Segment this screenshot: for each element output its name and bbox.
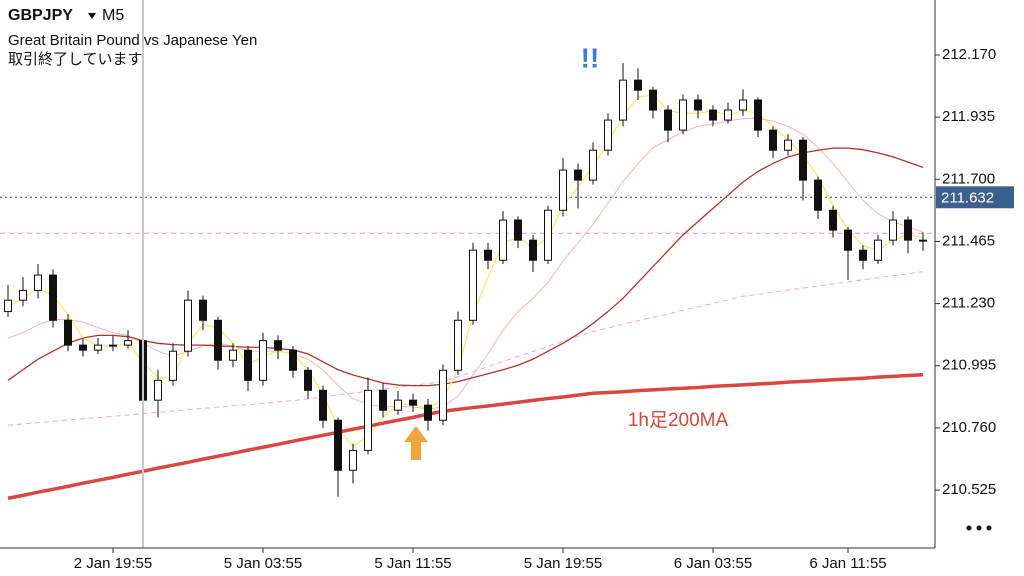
arrow-icon (404, 426, 428, 460)
ma-line (7, 147, 924, 387)
candle-body (409, 399, 417, 406)
price-tag-label: 211.632 (941, 189, 994, 206)
candle-body (619, 79, 627, 121)
candle-body (814, 179, 822, 211)
candle-body (439, 369, 447, 421)
candle-body (109, 344, 117, 347)
candle-body (154, 379, 162, 401)
candle-body (529, 239, 537, 261)
candle-body (229, 349, 237, 361)
candle-body (754, 99, 762, 131)
y-tick-label: 212.170 (942, 46, 996, 63)
x-tick-label: 5 Jan 03:55 (224, 555, 302, 572)
subtitle: Great Britain Pound vs Japanese Yen (8, 32, 257, 49)
candle-body (394, 399, 402, 411)
more-icon[interactable] (966, 525, 992, 531)
candle-body (544, 209, 552, 261)
candle-body (184, 299, 192, 352)
candle-body (889, 219, 897, 241)
candle-body (829, 209, 837, 231)
ma-line (7, 117, 924, 410)
y-tick-label: 210.760 (942, 419, 996, 436)
candle-body (4, 299, 12, 313)
candle-body (484, 249, 492, 261)
candle-body (769, 129, 777, 151)
candle-body (589, 149, 597, 181)
candle-body (664, 109, 672, 131)
y-tick-label: 211.700 (942, 170, 995, 187)
candle-body (469, 249, 477, 321)
candle-body (799, 139, 807, 181)
candle-body (244, 349, 252, 381)
symbol[interactable]: GBPJPY (8, 7, 73, 24)
candle-body (214, 319, 222, 361)
candle-body (94, 344, 102, 351)
status: 取引終了しています (8, 51, 143, 68)
candle-body (859, 249, 867, 261)
candle-body (334, 419, 342, 471)
candle-body (19, 289, 27, 301)
x-tick-label: 5 Jan 11:55 (374, 555, 451, 572)
ma-label: 1h足200MA (628, 410, 729, 431)
x-tick-label: 5 Jan 19:55 (524, 555, 602, 572)
candle-body (259, 340, 267, 381)
dot (966, 525, 972, 531)
candle-body (649, 89, 657, 111)
candle-body (304, 369, 312, 391)
y-tick-label: 211.230 (942, 295, 995, 312)
candle-body (694, 99, 702, 111)
candle-body (364, 389, 372, 451)
x-tick-label: 6 Jan 03:55 (674, 555, 752, 572)
candle-body (724, 109, 732, 121)
candle-body (169, 350, 177, 381)
candle-body (739, 99, 747, 111)
ma-line (7, 271, 924, 426)
x-tick-label: 6 Jan 11:55 (809, 555, 886, 572)
y-tick-label: 211.465 (942, 232, 995, 249)
candle-body (874, 239, 882, 261)
candle-body (514, 219, 522, 241)
candle-body (559, 169, 567, 211)
candle-body (49, 274, 57, 321)
annotation: !! (581, 42, 600, 73)
candle-body (844, 229, 852, 251)
candle-body (679, 99, 687, 131)
candle-body (604, 119, 612, 151)
y-tick-label: 211.935 (942, 108, 995, 125)
x-tick-label: 2 Jan 19:55 (74, 555, 152, 572)
candle-body (424, 404, 432, 421)
candle-body (454, 319, 462, 371)
price-tag (936, 186, 1014, 209)
candle-body (289, 349, 297, 371)
candle-body (574, 169, 582, 181)
candle-body (349, 449, 357, 471)
candle-body (499, 219, 507, 261)
candle-body (199, 299, 207, 321)
candle-body (124, 340, 132, 346)
candle-body (904, 219, 912, 241)
candle-body (79, 344, 87, 351)
candle-body (319, 389, 327, 421)
candle-body (784, 139, 792, 151)
timeframe[interactable]: M5 (102, 7, 124, 24)
plot-area (0, 62, 935, 500)
dot (986, 525, 992, 531)
candle-body (274, 340, 282, 351)
candle-body (379, 389, 387, 411)
y-tick-label: 210.995 (942, 357, 996, 374)
y-tick-label: 210.525 (942, 481, 996, 498)
candle-body (634, 79, 642, 91)
candle-body (709, 109, 717, 121)
dropdown-icon[interactable] (88, 13, 96, 19)
ma-line (7, 93, 924, 448)
candle-body (34, 274, 42, 291)
ma-line (7, 373, 924, 500)
candle-body (64, 319, 72, 346)
dot (976, 525, 982, 531)
candle-body (919, 239, 927, 242)
